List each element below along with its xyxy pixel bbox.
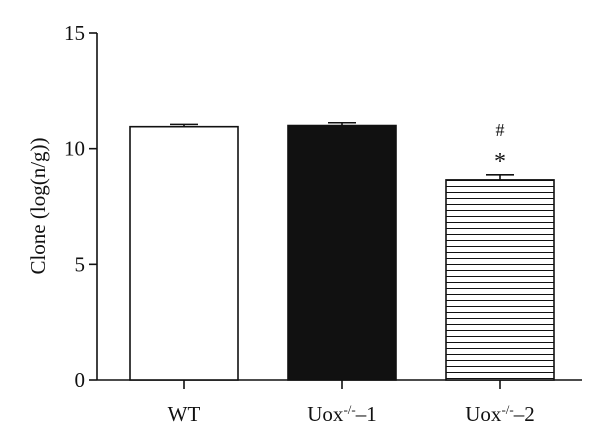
bar bbox=[287, 124, 397, 381]
x-tick-label: Uox-/-–2 bbox=[465, 402, 534, 427]
significance-marker: * bbox=[494, 149, 506, 175]
significance-annotations: #* bbox=[494, 120, 506, 175]
x-tick-labels: WT Uox-/-–1 Uox-/-–2 bbox=[168, 402, 535, 427]
x-tick-label: WT bbox=[168, 402, 201, 426]
bar bbox=[129, 125, 239, 381]
y-tick-label: 15 bbox=[64, 21, 85, 45]
bar bbox=[445, 179, 555, 381]
bars bbox=[129, 121, 555, 381]
significance-marker: # bbox=[496, 120, 505, 140]
y-tick-label: 5 bbox=[75, 252, 86, 276]
x-tick-label: Uox-/-–1 bbox=[307, 402, 376, 427]
y-tick-label: 10 bbox=[64, 137, 85, 161]
y-tick-label: 0 bbox=[75, 368, 86, 392]
y-axis-label: Clone (log(n/g)) bbox=[26, 137, 50, 274]
